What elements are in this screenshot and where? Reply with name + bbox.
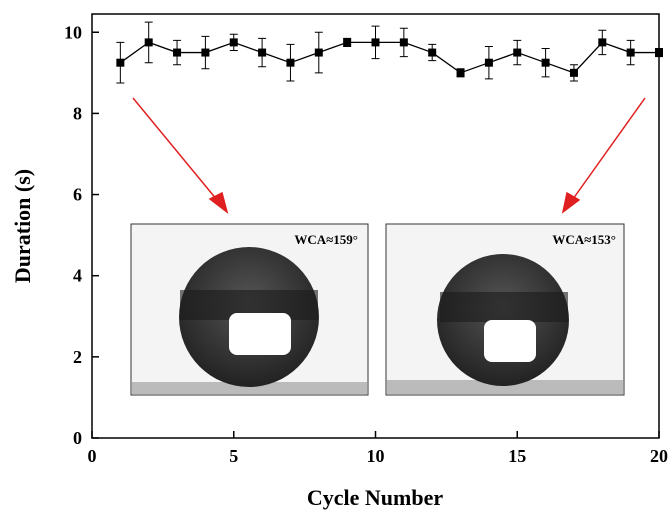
x-tick-label: 10 xyxy=(367,446,385,466)
data-point xyxy=(569,68,578,77)
data-point xyxy=(286,58,295,67)
data-point xyxy=(116,58,125,67)
data-point xyxy=(229,38,238,47)
x-tick-label: 15 xyxy=(508,446,526,466)
x-axis-title: Cycle Number xyxy=(307,485,443,510)
x-tick-label: 20 xyxy=(650,446,668,466)
y-axis-title: Duration (s) xyxy=(10,169,35,283)
y-tick-label: 6 xyxy=(73,185,82,205)
data-point xyxy=(655,48,663,57)
data-point xyxy=(371,38,380,47)
data-point xyxy=(258,48,267,57)
data-point xyxy=(144,38,153,47)
y-tick-label: 4 xyxy=(73,266,82,286)
data-point xyxy=(598,38,607,47)
data-point xyxy=(173,48,182,57)
data-point xyxy=(343,38,352,47)
annotation: WCA≈153° xyxy=(552,232,616,247)
y-tick-label: 0 xyxy=(73,428,82,448)
data-point xyxy=(626,48,635,57)
data-line xyxy=(119,41,659,74)
y-tick-label: 10 xyxy=(64,22,82,42)
inset-left: WCA≈159° xyxy=(130,223,369,396)
data-point xyxy=(541,58,550,67)
inset-right: WCA≈153° xyxy=(385,223,625,396)
y-tick-label: 8 xyxy=(73,103,82,123)
data-point xyxy=(513,48,522,57)
data-point xyxy=(456,68,465,77)
annotation: WCA≈159° xyxy=(294,232,358,247)
data-point xyxy=(399,38,408,47)
arrows xyxy=(132,97,646,214)
data-point xyxy=(314,48,323,57)
data-point xyxy=(201,48,210,57)
x-tick-label: 5 xyxy=(229,446,238,466)
data-point xyxy=(484,58,493,67)
data-point xyxy=(428,48,437,57)
x-tick-label: 0 xyxy=(88,446,97,466)
y-tick-label: 2 xyxy=(73,347,82,367)
